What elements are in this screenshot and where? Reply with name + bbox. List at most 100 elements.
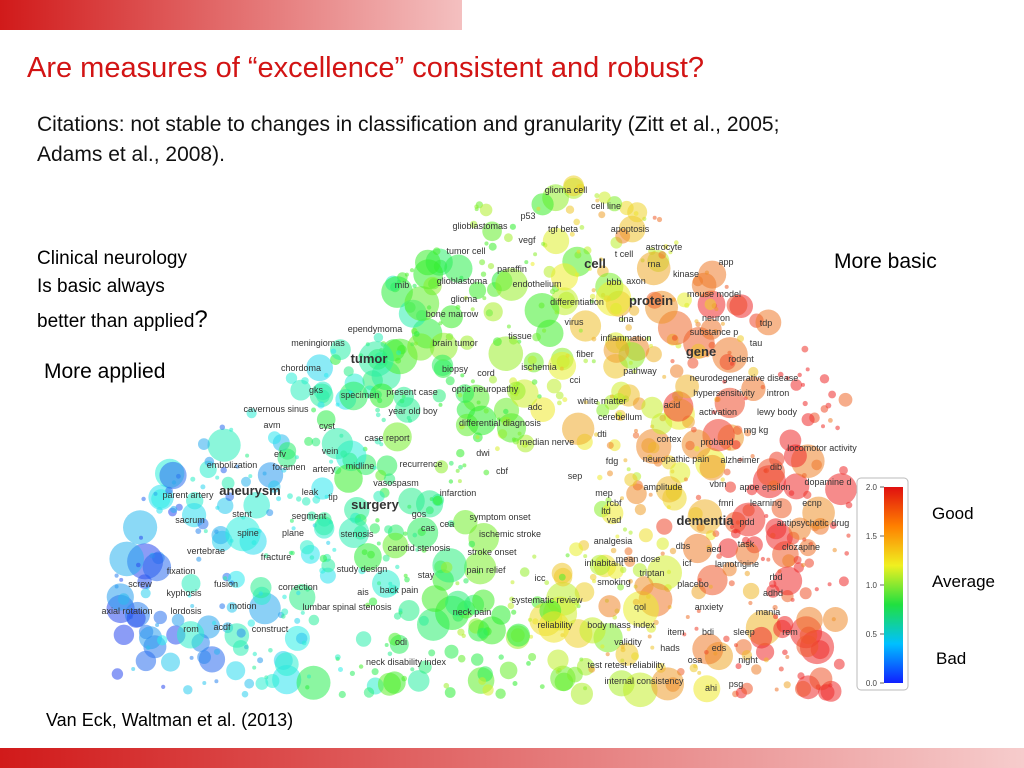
- term-label: dbs: [676, 541, 691, 551]
- bubble: [258, 591, 263, 596]
- bubble: [483, 302, 503, 322]
- term-label: item: [667, 627, 684, 637]
- bubble: [718, 538, 739, 558]
- bubble: [457, 628, 465, 636]
- bubble: [821, 424, 825, 429]
- bubble: [334, 464, 363, 493]
- bubble: [457, 654, 466, 663]
- bubble: [650, 413, 673, 435]
- tick-label: 0.5: [866, 630, 878, 639]
- term-label: lewy body: [757, 407, 798, 417]
- bubble: [319, 554, 328, 563]
- bubble: [615, 642, 639, 666]
- term-label: pdd: [739, 517, 754, 527]
- bubble: [355, 631, 372, 647]
- bubble: [395, 564, 400, 570]
- term-label: sleep: [733, 627, 755, 637]
- term-label: icc: [535, 573, 546, 583]
- bubble: [527, 355, 537, 365]
- bubble: [599, 257, 604, 262]
- bubble: [735, 663, 742, 670]
- bubble: [532, 554, 537, 559]
- term-label: gene: [686, 344, 716, 359]
- bubble: [598, 191, 611, 204]
- bubble: [472, 589, 495, 612]
- term-label: cea: [440, 519, 455, 529]
- bubble: [828, 390, 836, 399]
- bubble: [623, 458, 628, 463]
- bubble: [482, 296, 487, 301]
- term-label: carotid stenosis: [388, 543, 451, 553]
- bubble: [731, 502, 766, 537]
- bubble: [475, 435, 480, 440]
- bubble: [697, 564, 728, 596]
- bubble: [606, 441, 614, 449]
- bubble: [482, 684, 494, 696]
- bubble: [722, 562, 737, 577]
- bubble: [276, 496, 282, 502]
- bubble: [175, 503, 183, 511]
- bubble: [484, 241, 489, 246]
- term-label: ischemia: [521, 362, 557, 372]
- note: Is basic always: [37, 276, 165, 297]
- term-label: tgf beta: [548, 224, 578, 234]
- term-label: acdf: [213, 622, 231, 632]
- bubble: [516, 434, 535, 453]
- bubble: [795, 680, 811, 697]
- bubble: [440, 305, 463, 329]
- bubble: [159, 461, 187, 490]
- term-label: pain relief: [466, 565, 506, 575]
- bubble: [410, 667, 415, 672]
- bubble: [266, 509, 274, 517]
- term-label: cerebellum: [598, 412, 642, 422]
- bubble: [398, 600, 420, 621]
- term-label: placebo: [677, 579, 709, 589]
- term-label: locomotor activity: [787, 443, 857, 453]
- bubble: [651, 667, 685, 701]
- bubble: [756, 458, 786, 487]
- bubble: [243, 491, 270, 519]
- bubble: [296, 496, 302, 502]
- term-label: hypersensitivity: [693, 388, 755, 398]
- bubble: [615, 534, 620, 539]
- bubble: [229, 580, 235, 585]
- bubble: [587, 266, 592, 271]
- bubble: [510, 580, 515, 585]
- term-label: night: [738, 655, 758, 665]
- bubble: [479, 259, 486, 266]
- bubble: [634, 576, 654, 596]
- bubble: [751, 664, 762, 675]
- term-label: ais: [357, 587, 369, 597]
- bubble: [764, 514, 769, 518]
- bubble: [308, 614, 320, 626]
- bubble: [625, 324, 632, 331]
- bubble: [628, 578, 633, 584]
- bubble: [507, 381, 526, 401]
- bubble: [330, 339, 351, 360]
- bubble: [388, 632, 402, 646]
- bubble: [594, 193, 600, 199]
- bubble: [140, 588, 151, 599]
- term-label: axon: [626, 276, 646, 286]
- bubble: [656, 537, 669, 550]
- bubble: [547, 649, 569, 671]
- bubble: [372, 465, 377, 470]
- bubble: [782, 554, 796, 568]
- term-label: fusion: [214, 579, 238, 589]
- bubble: [536, 206, 541, 211]
- term-label: anxiety: [695, 602, 724, 612]
- bubble: [542, 328, 547, 333]
- bubble: [541, 241, 546, 246]
- term-label: vasospasm: [373, 478, 419, 488]
- bubble: [700, 318, 722, 340]
- bubble: [607, 470, 613, 477]
- bubble: [445, 376, 455, 386]
- bubble: [291, 526, 296, 531]
- bubble: [463, 578, 469, 584]
- bubble: [663, 244, 669, 250]
- bubble: [712, 530, 720, 537]
- bubble: [495, 688, 506, 699]
- bubble: [444, 644, 459, 659]
- term-label: smoking: [597, 577, 631, 587]
- bubble: [479, 203, 493, 217]
